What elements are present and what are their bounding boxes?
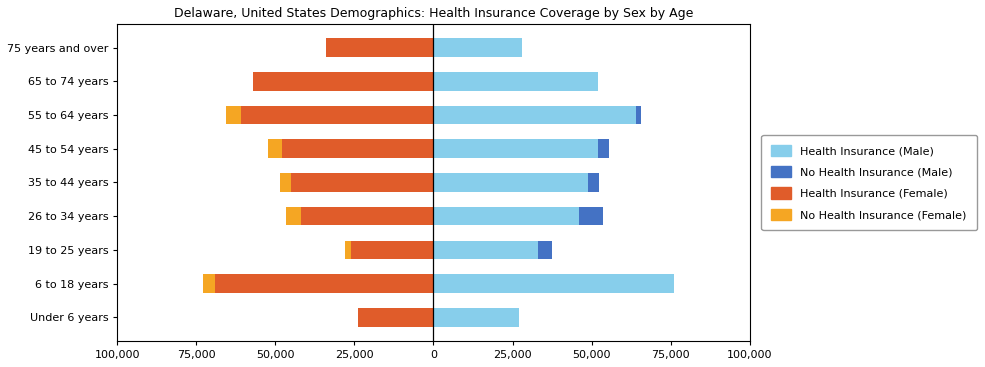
Bar	[292, 173, 433, 192]
Bar	[240, 106, 433, 124]
Bar	[433, 173, 588, 192]
Title: Delaware, United States Demographics: Health Insurance Coverage by Sex by Age: Delaware, United States Demographics: He…	[173, 7, 693, 20]
Bar	[433, 275, 674, 293]
Bar	[300, 207, 433, 225]
Bar	[579, 207, 603, 225]
Bar	[227, 106, 240, 124]
Bar	[433, 207, 579, 225]
Bar	[433, 241, 538, 259]
Bar	[345, 241, 352, 259]
Bar	[216, 275, 433, 293]
Bar	[433, 38, 522, 57]
Legend: Health Insurance (Male), No Health Insurance (Male), Health Insurance (Female), : Health Insurance (Male), No Health Insur…	[761, 135, 977, 230]
Bar	[326, 38, 433, 57]
Bar	[253, 72, 433, 91]
Bar	[538, 241, 552, 259]
Bar	[635, 106, 640, 124]
Bar	[287, 207, 300, 225]
Bar	[282, 139, 433, 158]
Bar	[203, 275, 216, 293]
Bar	[433, 308, 519, 327]
Bar	[268, 139, 282, 158]
Bar	[433, 72, 598, 91]
Bar	[598, 139, 609, 158]
Bar	[358, 308, 433, 327]
Bar	[280, 173, 292, 192]
Bar	[433, 139, 598, 158]
Bar	[433, 106, 635, 124]
Bar	[352, 241, 433, 259]
Bar	[588, 173, 600, 192]
